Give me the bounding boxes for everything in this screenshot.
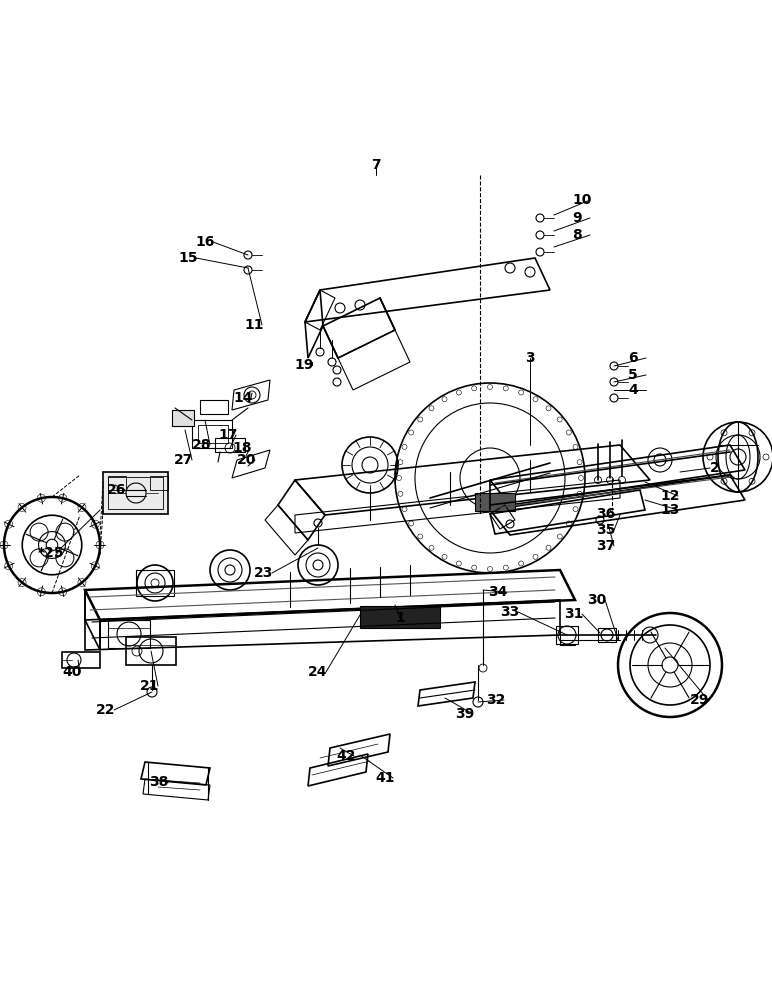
Text: 42: 42	[336, 749, 355, 763]
Bar	[108, 476, 126, 490]
Bar	[598, 628, 616, 642]
Text: 30: 30	[587, 593, 606, 607]
Text: 4: 4	[628, 383, 638, 397]
Text: 8: 8	[572, 228, 582, 242]
Text: 13: 13	[660, 503, 679, 517]
Text: 36: 36	[596, 507, 615, 521]
Text: 37: 37	[596, 539, 615, 553]
Text: 41: 41	[375, 771, 394, 785]
Bar	[103, 472, 168, 514]
Bar	[475, 493, 515, 511]
Text: 15: 15	[178, 251, 198, 265]
Text: 29: 29	[690, 693, 709, 707]
Text: 16: 16	[195, 235, 215, 249]
Bar	[62, 652, 100, 668]
Text: 11: 11	[244, 318, 263, 332]
Text: 20: 20	[237, 453, 256, 467]
Bar	[172, 410, 194, 426]
Text: 27: 27	[174, 453, 193, 467]
Text: 21: 21	[140, 679, 160, 693]
Bar	[126, 637, 176, 665]
Text: 7: 7	[371, 158, 381, 172]
Text: 32: 32	[486, 693, 506, 707]
Text: 28: 28	[192, 438, 212, 452]
Text: 18: 18	[232, 441, 252, 455]
Bar	[198, 425, 228, 443]
Text: 1: 1	[395, 611, 405, 625]
Text: 24: 24	[308, 665, 327, 679]
Text: 33: 33	[500, 605, 520, 619]
Bar	[136, 570, 174, 596]
Bar	[200, 400, 228, 414]
Text: 19: 19	[294, 358, 313, 372]
Text: 26: 26	[107, 483, 127, 497]
Text: 10: 10	[572, 193, 591, 207]
Bar	[215, 438, 245, 452]
Bar	[360, 606, 440, 628]
Text: 38: 38	[149, 775, 168, 789]
Text: 17: 17	[218, 428, 237, 442]
Text: 2: 2	[710, 461, 720, 475]
Text: 5: 5	[628, 368, 638, 382]
Text: *25: *25	[38, 546, 65, 560]
Text: 35: 35	[596, 523, 615, 537]
Text: 12: 12	[660, 489, 679, 503]
Bar	[108, 477, 163, 509]
Text: 40: 40	[62, 665, 81, 679]
Text: 9: 9	[572, 211, 581, 225]
Text: 22: 22	[96, 703, 116, 717]
Text: 6: 6	[628, 351, 638, 365]
Text: 34: 34	[488, 585, 507, 599]
Text: 39: 39	[455, 707, 474, 721]
Bar	[192, 420, 232, 448]
Bar	[556, 626, 578, 644]
Text: 23: 23	[254, 566, 273, 580]
Bar	[150, 476, 168, 490]
Bar	[108, 620, 150, 648]
Text: 14: 14	[233, 391, 252, 405]
Text: 31: 31	[564, 607, 584, 621]
Text: 3: 3	[525, 351, 535, 365]
